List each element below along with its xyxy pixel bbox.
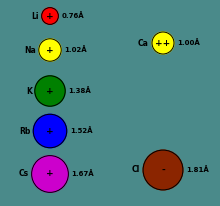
Text: 0.76Å: 0.76Å: [61, 13, 84, 20]
Text: 1.81Å: 1.81Å: [186, 166, 209, 173]
Text: Na: Na: [24, 46, 36, 55]
Circle shape: [39, 39, 61, 61]
Text: +: +: [46, 12, 54, 21]
Circle shape: [143, 150, 183, 190]
Text: 1.38Å: 1.38Å: [68, 88, 91, 95]
Circle shape: [32, 156, 68, 192]
Text: K: K: [26, 87, 32, 96]
Circle shape: [33, 114, 67, 148]
Text: 1.67Å: 1.67Å: [71, 171, 94, 177]
Text: 1.52Å: 1.52Å: [70, 128, 92, 135]
Text: Rb: Rb: [19, 126, 30, 136]
Circle shape: [35, 76, 65, 106]
Text: 1.02Å: 1.02Å: [64, 47, 87, 54]
Text: +: +: [46, 46, 54, 55]
Circle shape: [152, 32, 174, 54]
Text: ++: ++: [155, 39, 171, 48]
Circle shape: [42, 8, 58, 24]
Text: +: +: [46, 170, 54, 179]
Text: Cl: Cl: [132, 165, 140, 174]
Text: +: +: [46, 126, 54, 136]
Text: -: -: [161, 165, 165, 174]
Text: 1.00Å: 1.00Å: [177, 40, 200, 47]
Text: Li: Li: [31, 12, 39, 21]
Text: Cs: Cs: [18, 170, 29, 179]
Text: Ca: Ca: [138, 39, 149, 48]
Text: +: +: [46, 87, 54, 96]
